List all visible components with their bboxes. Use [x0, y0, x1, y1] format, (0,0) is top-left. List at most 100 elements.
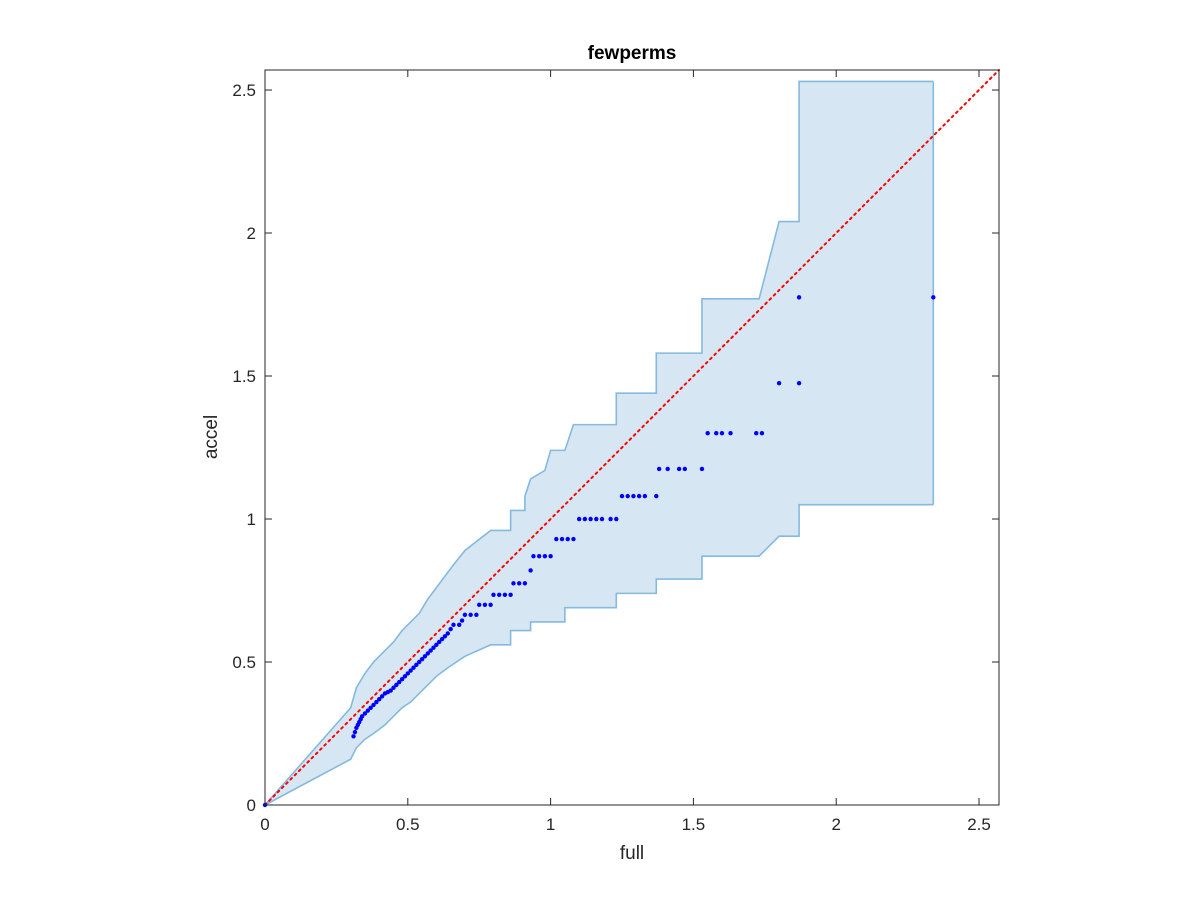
data-point [352, 729, 358, 735]
data-point [451, 622, 456, 628]
data-point [654, 493, 659, 499]
x-tick-label: 0.5 [396, 815, 420, 834]
data-point [359, 714, 365, 719]
data-point [374, 699, 379, 705]
data-point [631, 493, 636, 499]
data-point [625, 493, 630, 499]
data-point [571, 536, 576, 542]
data-point [457, 622, 462, 628]
data-point [474, 612, 479, 618]
data-point [405, 671, 411, 676]
data-point [477, 602, 482, 608]
confidence-band-upper-edge [264, 80, 934, 806]
data-point [399, 676, 405, 682]
plot-area [262, 69, 1000, 808]
y-tick-label: 0 [247, 796, 256, 815]
data-point [417, 659, 422, 665]
x-tick-label: 2 [831, 815, 840, 834]
chart-title: fewperms [588, 43, 677, 64]
x-axis-label: full [620, 843, 644, 864]
data-point [368, 705, 373, 710]
axes-box [264, 69, 1000, 806]
data-point [448, 626, 453, 632]
data-point [582, 516, 588, 522]
data-point [776, 380, 782, 386]
data-point [411, 665, 416, 670]
data-point [565, 536, 570, 542]
data-point [608, 516, 613, 522]
data-point [614, 516, 619, 522]
data-point [522, 581, 528, 586]
data-point [428, 648, 433, 653]
data-point [588, 516, 593, 522]
data-point [425, 651, 430, 656]
data-point [422, 654, 428, 659]
data-point [676, 466, 682, 472]
y-axis-label: accel [201, 415, 222, 459]
data-point [502, 592, 508, 597]
data-point [419, 656, 425, 662]
y-tick-label: 2 [247, 224, 256, 243]
data-point [508, 592, 513, 597]
data-point [796, 295, 802, 300]
data-point [365, 708, 371, 713]
y-tick-label: 0.5 [232, 653, 256, 672]
data-point [442, 634, 448, 639]
data-point [511, 581, 516, 586]
data-point [705, 431, 710, 436]
data-point [599, 516, 605, 522]
data-point [391, 685, 396, 690]
data-point [445, 631, 450, 636]
data-point [528, 568, 533, 573]
identity-reference-line [264, 69, 1000, 806]
data-point [719, 431, 725, 436]
confidence-band-fill [265, 81, 934, 805]
confidence-band-lower-edge [264, 503, 934, 806]
data-point [516, 581, 522, 586]
data-point [414, 662, 419, 668]
data-point [379, 694, 385, 699]
data-point [576, 516, 582, 522]
data-point [362, 711, 368, 716]
data-point [619, 493, 625, 499]
data-point [931, 295, 936, 300]
data-point [656, 466, 662, 472]
data-point [397, 679, 402, 685]
data-point [542, 553, 548, 559]
data-point [642, 493, 648, 499]
data-point [439, 636, 445, 642]
y-tick-label: 1.5 [232, 367, 256, 386]
data-point [377, 696, 382, 702]
y-tick-label: 1 [247, 510, 256, 529]
data-point [394, 682, 399, 688]
data-point [351, 734, 356, 739]
data-point [371, 702, 376, 708]
data-point [554, 536, 559, 542]
data-point [468, 612, 473, 618]
data-point [594, 516, 599, 522]
data-point [796, 380, 802, 386]
data-point [408, 668, 413, 673]
data-point [482, 602, 488, 608]
data-point [488, 602, 493, 608]
data-point [754, 431, 759, 436]
data-point [699, 466, 705, 472]
data-point [462, 612, 468, 618]
data-point [665, 466, 670, 472]
data-point [402, 674, 408, 679]
x-tick-label: 1 [546, 815, 555, 834]
data-point [431, 645, 436, 650]
data-point [728, 431, 733, 436]
y-tick-label: 2.5 [232, 81, 256, 100]
data-point [636, 493, 642, 499]
data-point [559, 536, 565, 542]
data-point [759, 431, 765, 436]
data-point [714, 431, 719, 436]
x-tick-label: 1.5 [682, 815, 706, 834]
data-point [536, 553, 542, 559]
data-point [548, 553, 553, 559]
data-point [496, 592, 502, 597]
data-point [437, 639, 442, 645]
data-point [531, 553, 536, 559]
data-point [682, 466, 688, 472]
